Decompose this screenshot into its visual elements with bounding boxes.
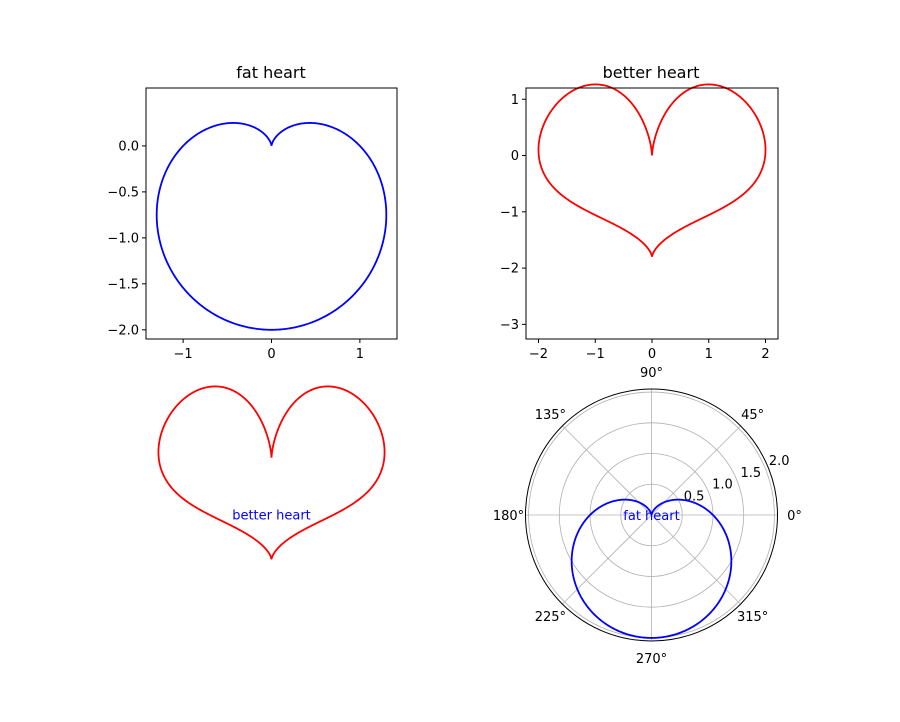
x-tick-label: −1 (586, 347, 605, 362)
better-heart-curve-no-axes (157, 385, 386, 560)
polar-r-tick-label: 1.0 (712, 478, 733, 493)
x-tick-label: −1 (174, 347, 193, 362)
polar-theta-tick-label: 270° (636, 652, 667, 667)
polar-theta-tick-label: 0° (787, 509, 802, 524)
y-tick-label: −1 (500, 205, 519, 220)
subplot-heart-no-axes: better heart (157, 385, 386, 560)
polar-ticks: 0°45°90°135°180°225°270°315°0.51.01.52.0 (493, 366, 802, 667)
polar-theta-tick-label: 180° (493, 509, 524, 524)
subplot-polar: 0°45°90°135°180°225°270°315°0.51.01.52.0… (493, 366, 802, 667)
subplot-fat-heart: fat heart −1 0 1 0.0 −0.5 −1.0 −1.5 −2.0 (107, 63, 398, 362)
polar-theta-tick-label: 135° (535, 408, 566, 423)
x-tick-label: 1 (705, 347, 713, 362)
fat-heart-curve (155, 122, 388, 331)
polar-theta-tick-label: 90° (640, 366, 663, 381)
y-tick-label: −0.5 (107, 185, 139, 200)
x-tick-label: 0 (648, 347, 656, 362)
y-tick-label: −2 (500, 262, 519, 277)
polar-r-tick-label: 2.0 (769, 454, 790, 469)
polar-frame (525, 388, 778, 642)
axes-frame-fat-heart (145, 87, 398, 340)
x-tick-label: 0 (267, 347, 275, 362)
polar-theta-tick-label: 225° (535, 610, 566, 625)
subplot-title-fat-heart: fat heart (236, 63, 305, 82)
subplot-better-heart: better heart −2 −1 0 1 2 1 0 −1 −2 −3 (500, 63, 779, 362)
polar-cardioid-curve (570, 498, 733, 639)
y-tick-label: 1 (511, 93, 519, 108)
y-tick-label: −1.0 (107, 231, 139, 246)
annotation-fat-heart: fat heart (623, 509, 679, 524)
ticks-better-heart: −2 −1 0 1 2 1 0 −1 −2 −3 (500, 93, 770, 362)
polar-theta-tick-label: 45° (741, 408, 764, 423)
polar-r-tick-label: 1.5 (741, 466, 762, 481)
polar-theta-gridline (562, 425, 652, 516)
y-tick-label: 0.0 (118, 139, 139, 154)
ticks-fat-heart: −1 0 1 0.0 −0.5 −1.0 −1.5 −2.0 (107, 139, 364, 362)
subplot-title-better-heart: better heart (603, 63, 700, 82)
y-tick-label: −2.0 (107, 323, 139, 338)
x-tick-label: 2 (761, 347, 769, 362)
y-tick-label: 0 (511, 149, 519, 164)
axes-frame-better-heart (525, 87, 779, 340)
x-tick-label: −2 (529, 347, 548, 362)
polar-theta-gridline (651, 425, 741, 516)
x-tick-label: 1 (356, 347, 364, 362)
annotation-better-heart: better heart (232, 508, 311, 523)
y-tick-label: −1.5 (107, 277, 139, 292)
polar-theta-tick-label: 315° (737, 610, 768, 625)
y-tick-label: −3 (500, 318, 519, 333)
